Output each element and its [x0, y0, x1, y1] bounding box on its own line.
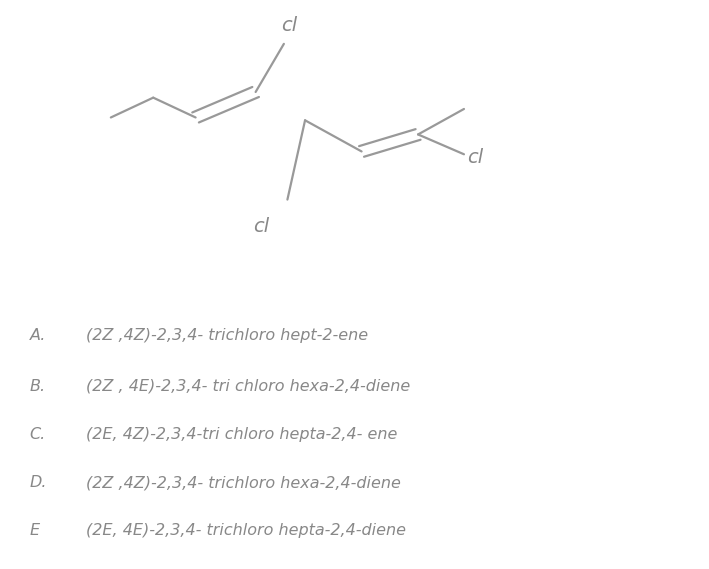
Text: (2Z ,4Z)-2,3,4- trichloro hexa-2,4-diene: (2Z ,4Z)-2,3,4- trichloro hexa-2,4-diene — [86, 475, 401, 490]
Text: (2E, 4E)-2,3,4- trichloro hepta-2,4-diene: (2E, 4E)-2,3,4- trichloro hepta-2,4-dien… — [86, 523, 406, 538]
Text: cl: cl — [467, 147, 484, 167]
Text: B.: B. — [30, 379, 46, 394]
Text: A.: A. — [30, 328, 46, 343]
Text: C.: C. — [30, 427, 46, 442]
Text: cl: cl — [281, 17, 298, 35]
Text: (2E, 4Z)-2,3,4-tri chloro hepta-2,4- ene: (2E, 4Z)-2,3,4-tri chloro hepta-2,4- ene — [86, 427, 398, 442]
Text: (2Z ,4Z)-2,3,4- trichloro hept-2-ene: (2Z ,4Z)-2,3,4- trichloro hept-2-ene — [86, 328, 368, 343]
Text: cl: cl — [253, 217, 269, 236]
Text: D.: D. — [30, 475, 47, 490]
Text: E: E — [30, 523, 40, 538]
Text: (2Z , 4E)-2,3,4- tri chloro hexa-2,4-diene: (2Z , 4E)-2,3,4- tri chloro hexa-2,4-die… — [86, 379, 411, 394]
